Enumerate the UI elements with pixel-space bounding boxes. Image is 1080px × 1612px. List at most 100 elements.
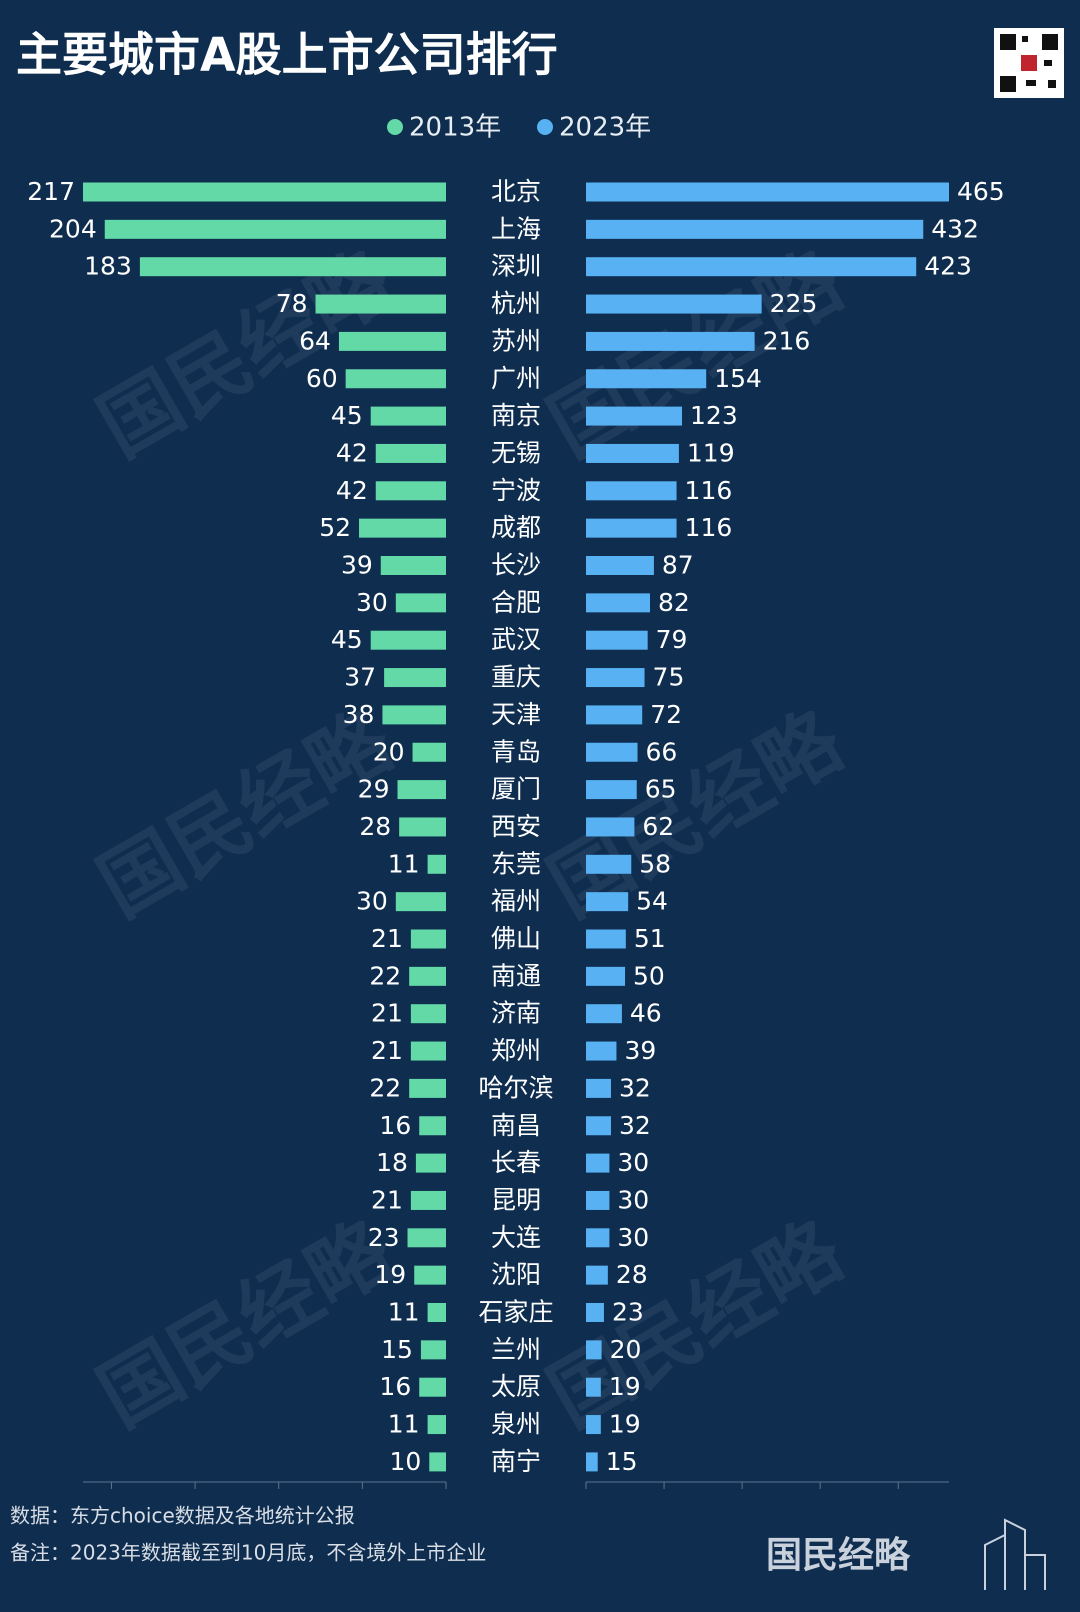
- value-label: 21: [371, 999, 403, 1028]
- value-label: 20: [373, 737, 405, 766]
- value-label: 39: [624, 1036, 656, 1065]
- qr-code: [994, 28, 1064, 98]
- value-label: 216: [763, 326, 811, 355]
- value-label: 54: [636, 887, 668, 916]
- value-label: 465: [957, 177, 1005, 206]
- bar: [407, 1228, 446, 1248]
- value-label: 10: [389, 1447, 421, 1476]
- value-label: 23: [368, 1223, 400, 1252]
- category-label: 北京: [491, 177, 541, 206]
- bar: [395, 892, 446, 912]
- value-label: 19: [374, 1260, 406, 1289]
- value-label: 32: [619, 1073, 651, 1102]
- value-label: 154: [714, 364, 762, 393]
- category-label: 苏州: [491, 326, 541, 355]
- bar: [586, 1004, 622, 1024]
- value-label: 62: [642, 812, 674, 841]
- bar: [345, 369, 446, 389]
- bar: [315, 294, 446, 314]
- value-label: 78: [276, 289, 308, 318]
- bar: [409, 1078, 446, 1098]
- value-label: 116: [685, 513, 733, 542]
- bar: [586, 892, 629, 912]
- bar: [586, 668, 645, 688]
- value-label: 30: [356, 588, 388, 617]
- value-label: 204: [49, 214, 97, 243]
- value-label: 23: [612, 1298, 644, 1327]
- category-label: 无锡: [491, 438, 541, 467]
- bar: [586, 1228, 610, 1248]
- bar: [586, 1078, 611, 1098]
- category-label: 广州: [491, 364, 541, 393]
- value-label: 225: [770, 289, 818, 318]
- bar: [586, 1041, 617, 1061]
- value-label: 19: [609, 1410, 641, 1439]
- bar: [586, 518, 677, 538]
- category-label: 昆明: [491, 1185, 541, 1214]
- bar: [586, 182, 949, 202]
- value-label: 22: [369, 1073, 401, 1102]
- value-label: 52: [319, 513, 351, 542]
- value-label: 46: [630, 999, 662, 1028]
- value-label: 30: [617, 1185, 649, 1214]
- value-label: 19: [609, 1372, 641, 1401]
- bar: [429, 1452, 446, 1472]
- bar: [586, 817, 635, 837]
- bar: [410, 1190, 446, 1210]
- value-label: 39: [341, 551, 373, 580]
- value-label: 432: [931, 214, 979, 243]
- bar: [370, 406, 446, 426]
- bar: [382, 705, 446, 725]
- value-label: 119: [687, 438, 735, 467]
- value-label: 11: [388, 1298, 420, 1327]
- bar: [380, 556, 446, 575]
- category-label: 沈阳: [491, 1260, 541, 1289]
- value-label: 30: [617, 1148, 649, 1177]
- category-label: 深圳: [491, 252, 541, 281]
- category-label: 成都: [491, 513, 541, 542]
- value-label: 66: [646, 737, 678, 766]
- legend-marker: [537, 119, 553, 135]
- bar: [395, 593, 446, 613]
- value-label: 28: [616, 1260, 648, 1289]
- value-label: 11: [388, 849, 420, 878]
- chart-title: 主要城市A股上市公司排行: [16, 28, 558, 82]
- value-label: 60: [306, 364, 338, 393]
- category-label: 大连: [491, 1223, 541, 1252]
- category-label: 南通: [491, 961, 541, 990]
- bar: [420, 1340, 446, 1360]
- value-label: 72: [650, 700, 682, 729]
- bar: [338, 331, 446, 351]
- bar: [586, 1116, 611, 1136]
- category-label: 济南: [491, 999, 541, 1028]
- bar: [104, 219, 446, 239]
- value-label: 423: [924, 252, 972, 281]
- legend-label: 2023年: [559, 113, 651, 143]
- legend-marker: [387, 119, 403, 135]
- bar: [419, 1377, 446, 1397]
- category-label: 郑州: [491, 1036, 541, 1065]
- value-label: 22: [369, 961, 401, 990]
- bar: [412, 742, 446, 762]
- value-label: 21: [371, 1185, 403, 1214]
- value-label: 38: [343, 700, 375, 729]
- logo-text: 国民经略: [766, 1534, 911, 1576]
- category-label: 厦门: [491, 775, 541, 804]
- category-label: 天津: [491, 700, 541, 729]
- value-label: 51: [634, 924, 666, 953]
- value-label: 64: [299, 326, 331, 355]
- category-label: 杭州: [491, 289, 541, 318]
- value-label: 75: [653, 663, 685, 692]
- value-label: 32: [619, 1111, 651, 1140]
- bar: [397, 780, 446, 800]
- category-label: 西安: [491, 812, 541, 841]
- bar: [399, 817, 446, 837]
- bar: [586, 1377, 601, 1397]
- category-label: 武汉: [491, 625, 541, 654]
- value-label: 65: [645, 775, 677, 804]
- bar: [375, 481, 446, 501]
- value-label: 21: [371, 924, 403, 953]
- bar: [586, 1303, 604, 1322]
- value-label: 16: [379, 1111, 411, 1140]
